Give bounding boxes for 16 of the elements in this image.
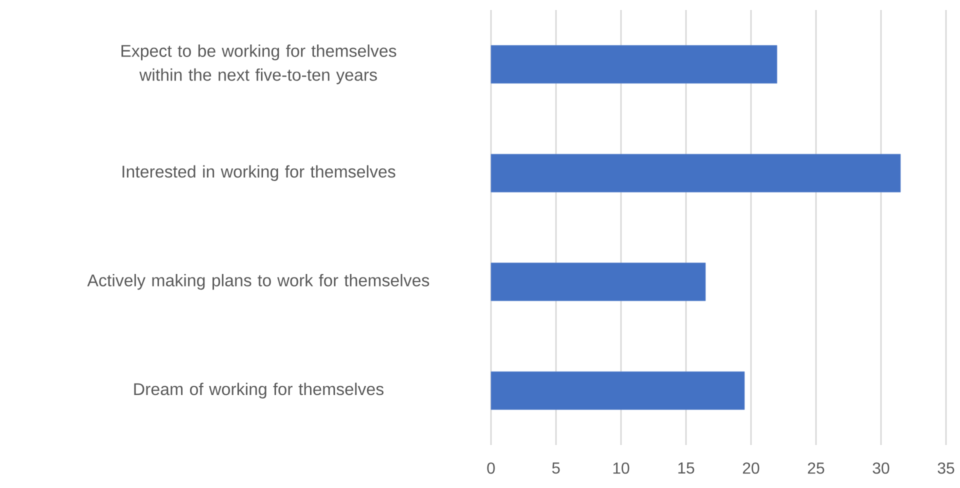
y-tick-label: Actively making plans to work for themselves <box>87 274 430 290</box>
x-tick-label: 0 <box>487 462 495 474</box>
bar <box>490 45 778 84</box>
bar <box>490 371 745 410</box>
x-tick-label: 25 <box>808 462 824 474</box>
x-tick-label: 35 <box>938 462 954 474</box>
y-tick-label: Dream of working for themselves <box>134 382 384 399</box>
y-tick-label: Expect to be working for themselves within the next five-to-ten years <box>122 44 396 84</box>
x-tick-label: 20 <box>742 462 760 474</box>
bar <box>490 262 706 302</box>
x-tick-label: 15 <box>678 462 694 474</box>
x-tick-label: 5 <box>552 462 560 474</box>
x-tick-label: 10 <box>613 462 630 474</box>
x-tick-label: 30 <box>872 462 890 474</box>
y-tick-label: Interested in working for themselves <box>122 165 396 182</box>
bar <box>490 154 901 192</box>
